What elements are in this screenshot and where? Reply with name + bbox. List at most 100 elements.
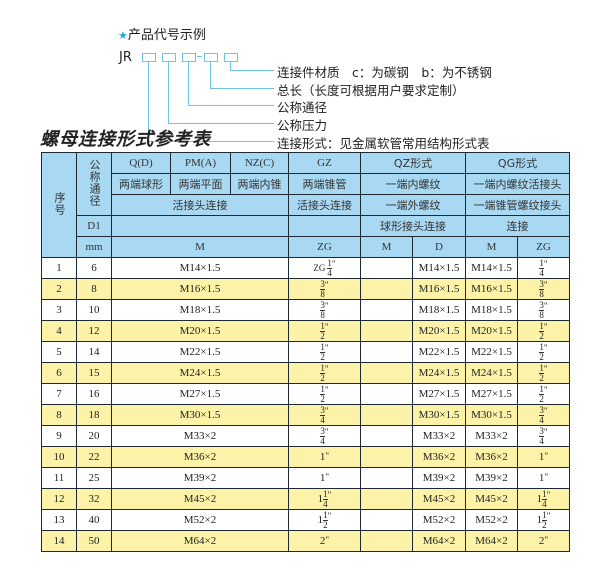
cell-qg-zg: 3 8 " xyxy=(517,278,571,300)
cell-seq: 10 xyxy=(41,446,77,468)
table-row: 10 22 M36×2 1" M36×2 M36×2 1" xyxy=(41,446,571,468)
inch-mark: " xyxy=(544,535,549,545)
cell-gz-zg: 1" xyxy=(288,467,361,489)
header-blank xyxy=(288,215,361,237)
cell-m: M24×1.5 xyxy=(111,362,289,384)
table-row: 11 25 M39×2 1" M39×2 M39×2 1" xyxy=(41,467,571,489)
cell-seq: 2 xyxy=(41,278,77,300)
cell-m: M27×1.5 xyxy=(111,383,289,405)
inch-mark: " xyxy=(543,405,548,416)
cell-qg-zg: 1 4 " xyxy=(517,257,571,279)
cell-qg-m: M22×1.5 xyxy=(465,341,519,363)
cell-dn: 25 xyxy=(76,467,112,489)
cell-qg-zg: 1 2 " xyxy=(517,341,571,363)
cell-qz-m xyxy=(360,383,413,405)
cell-seq: 6 xyxy=(41,362,77,384)
cell-gz-zg: 1 2 " xyxy=(288,341,361,363)
cell-gz-zg: 1 1 2 " xyxy=(288,509,361,531)
cell-gz-zg: 3 4 " xyxy=(288,404,361,426)
label-diameter: 公称通径 xyxy=(277,100,328,115)
cell-qg-m: M30×1.5 xyxy=(465,404,519,426)
cell-seq: 9 xyxy=(41,425,77,447)
cell-m: M64×2 xyxy=(111,530,289,552)
header-m: M xyxy=(111,236,289,258)
whole: 1 xyxy=(536,492,543,505)
header-nz2: 两端内锥 xyxy=(230,173,289,195)
whole: 1 xyxy=(319,472,326,484)
inch-mark: " xyxy=(325,472,330,482)
cell-qz-d: M24×1.5 xyxy=(411,362,467,384)
header-hj: 活接头连接 xyxy=(111,194,289,216)
product-code: JR xyxy=(119,50,132,65)
cell-qz-m xyxy=(360,446,413,468)
inch-mark: " xyxy=(543,300,548,311)
cell-gz-zg: 1 2 " xyxy=(288,383,361,405)
whole: 1 xyxy=(317,513,324,526)
whole: 1 xyxy=(319,451,326,463)
cell-qg-m: M14×1.5 xyxy=(465,257,519,279)
cell-seq: 4 xyxy=(41,320,77,342)
cell-m: M36×2 xyxy=(111,446,289,468)
inch-mark: " xyxy=(327,510,332,521)
cell-qz-m xyxy=(360,488,413,510)
table-row: 7 16 M27×1.5 1 2 " M27×1.5 M27×1.5 1 2 " xyxy=(41,383,571,405)
cell-qz-m xyxy=(360,278,413,300)
cell-qz-d: M33×2 xyxy=(411,425,467,447)
cell-dn: 32 xyxy=(76,488,112,510)
inch-mark: " xyxy=(324,426,329,437)
cell-qg-m: M27×1.5 xyxy=(465,383,519,405)
header-qg4: 连接 xyxy=(465,215,571,237)
nut-connection-table: 序号 公称通径 Q(D) PM(A) NZ(C) GZ QZ形式 QG形式 两端… xyxy=(41,152,571,552)
header-qz-m: M xyxy=(360,236,413,258)
cell-dn: 8 xyxy=(76,278,112,300)
cell-qz-d: M30×1.5 xyxy=(411,404,467,426)
zg-prefix: ZG xyxy=(313,262,326,273)
cell-seq: 5 xyxy=(41,341,77,363)
cell-m: M30×1.5 xyxy=(111,404,289,426)
header-pm: PM(A) xyxy=(170,152,231,174)
table-row: 6 15 M24×1.5 1 2 " M24×1.5 M24×1.5 1 2 " xyxy=(41,362,571,384)
inch-mark: " xyxy=(324,279,329,290)
cell-qz-m xyxy=(360,362,413,384)
cell-qz-d: M36×2 xyxy=(411,446,467,468)
label-material: 连接件材质 c：为碳钢 b：为不锈钢 xyxy=(277,65,492,80)
cell-qg-m: M64×2 xyxy=(465,530,519,552)
cell-dn: 40 xyxy=(76,509,112,531)
cell-dn: 22 xyxy=(76,446,112,468)
cell-m: M22×1.5 xyxy=(111,341,289,363)
table-row: 12 32 M45×2 1 1 4 " M45×2 M45×2 1 1 4 " xyxy=(41,488,571,510)
cell-qg-m: M39×2 xyxy=(465,467,519,489)
cell-qg-m: M24×1.5 xyxy=(465,362,519,384)
cell-qg-m: M45×2 xyxy=(465,488,519,510)
header-nz: NZ(C) xyxy=(230,152,289,174)
header-qz3: 一端外螺纹 xyxy=(359,194,467,216)
cell-seq: 1 xyxy=(41,257,77,279)
cell-qz-m xyxy=(360,320,413,342)
cell-qg-zg: 1 2 " xyxy=(517,362,571,384)
cell-m: M16×1.5 xyxy=(111,278,289,300)
cell-gz-zg: 2" xyxy=(288,530,361,552)
table-row: 3 10 M18×1.5 3 8 " M18×1.5 M18×1.5 3 8 " xyxy=(41,299,571,321)
inch-mark: " xyxy=(324,342,329,353)
header-dn: 公称通径 xyxy=(76,152,112,216)
cell-qg-zg: 2" xyxy=(517,530,571,552)
cell-m: M14×1.5 xyxy=(111,257,289,279)
header-qg-zg: ZG xyxy=(517,236,571,258)
cell-m: M39×2 xyxy=(111,467,289,489)
cell-qg-zg: 1" xyxy=(517,446,571,468)
header-qz2: 一端内螺纹 xyxy=(359,173,467,195)
star-icon: ★ xyxy=(118,29,128,42)
cell-m: M20×1.5 xyxy=(111,320,289,342)
cell-dn: 12 xyxy=(76,320,112,342)
cell-qg-m: M52×2 xyxy=(465,509,519,531)
header-qg: QG形式 xyxy=(465,152,571,174)
cell-m: M33×2 xyxy=(111,425,289,447)
